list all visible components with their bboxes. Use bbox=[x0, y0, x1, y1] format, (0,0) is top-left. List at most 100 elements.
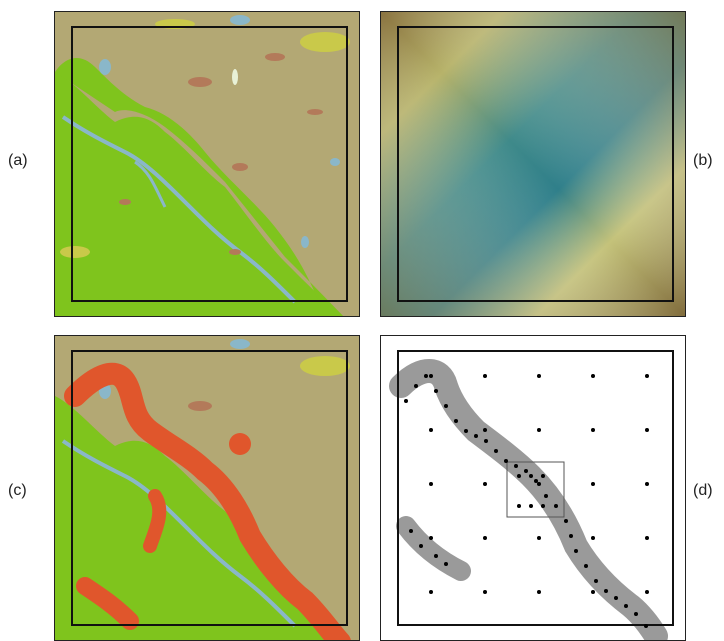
lake-1 bbox=[230, 339, 250, 349]
elevation-map bbox=[381, 12, 685, 316]
sample-dot bbox=[419, 544, 423, 548]
patch-6 bbox=[307, 109, 323, 115]
sample-dot bbox=[424, 374, 428, 378]
sample-dot bbox=[504, 459, 508, 463]
sample-dot bbox=[634, 612, 638, 616]
landcover-map-panel bbox=[54, 11, 360, 317]
patch-yellow-1 bbox=[300, 32, 350, 52]
buffer-map bbox=[55, 336, 359, 640]
patch-4 bbox=[119, 199, 131, 205]
sample-dot bbox=[544, 494, 548, 498]
sample-region-main bbox=[389, 359, 668, 640]
sample-region-secondary bbox=[396, 516, 471, 581]
study-area-frame bbox=[397, 350, 674, 626]
sample-dot bbox=[529, 504, 533, 508]
patch-1 bbox=[188, 401, 212, 411]
patch-3 bbox=[232, 163, 248, 171]
sample-dot bbox=[429, 590, 433, 594]
patch-yellow-1 bbox=[300, 356, 350, 376]
sample-dot bbox=[594, 579, 598, 583]
sample-dot bbox=[624, 604, 628, 608]
sample-dot bbox=[534, 479, 538, 483]
sample-dot bbox=[537, 374, 541, 378]
sample-grid-panel bbox=[380, 335, 686, 641]
study-area-frame bbox=[71, 350, 348, 626]
sample-dot bbox=[454, 419, 458, 423]
sample-dot bbox=[494, 449, 498, 453]
sample-dot bbox=[409, 529, 413, 533]
sample-dot bbox=[604, 589, 608, 593]
sample-dot bbox=[483, 374, 487, 378]
sample-dot bbox=[483, 482, 487, 486]
sample-dot bbox=[537, 590, 541, 594]
sample-dot bbox=[564, 519, 568, 523]
sample-dot bbox=[644, 624, 648, 628]
sample-dots bbox=[404, 374, 649, 628]
sample-dot bbox=[614, 596, 618, 600]
sample-dot bbox=[414, 384, 418, 388]
landcover-map bbox=[55, 12, 359, 316]
elevation-map-panel bbox=[380, 11, 686, 317]
sample-dot bbox=[645, 590, 649, 594]
sample-dot bbox=[444, 404, 448, 408]
sample-dot bbox=[591, 590, 595, 594]
buffer-band bbox=[64, 362, 351, 640]
sample-dot bbox=[591, 428, 595, 432]
sample-dot bbox=[429, 374, 433, 378]
sample-dot bbox=[434, 389, 438, 393]
sample-dot bbox=[483, 590, 487, 594]
elevation-shading bbox=[381, 12, 685, 316]
sample-dot bbox=[541, 504, 545, 508]
sample-dot bbox=[569, 534, 573, 538]
buffer-band-2 bbox=[143, 489, 167, 553]
sample-dot bbox=[584, 564, 588, 568]
sample-dot bbox=[484, 439, 488, 443]
sample-dot bbox=[464, 429, 468, 433]
sample-dot bbox=[444, 562, 448, 566]
sample-dot bbox=[483, 428, 487, 432]
lake-3 bbox=[330, 158, 340, 166]
lake-2 bbox=[99, 59, 111, 75]
sample-dot bbox=[645, 374, 649, 378]
detail-inset-frame bbox=[506, 461, 565, 518]
sample-dot bbox=[483, 536, 487, 540]
sample-dot bbox=[645, 428, 649, 432]
buffer-map-panel bbox=[54, 335, 360, 641]
sample-dot bbox=[434, 554, 438, 558]
sample-dot bbox=[537, 428, 541, 432]
river bbox=[61, 439, 297, 628]
sample-dot bbox=[645, 536, 649, 540]
sample-dot bbox=[517, 474, 521, 478]
river-branch bbox=[134, 160, 167, 208]
sample-dot bbox=[591, 482, 595, 486]
sample-dot bbox=[541, 474, 545, 478]
sample-dot bbox=[591, 374, 595, 378]
sample-dot bbox=[574, 549, 578, 553]
patch-5 bbox=[229, 249, 241, 255]
sample-dot bbox=[537, 536, 541, 540]
sample-dot bbox=[537, 482, 541, 486]
sample-dot bbox=[474, 434, 478, 438]
sample-dot bbox=[591, 536, 595, 540]
forest-region bbox=[55, 72, 343, 316]
sample-dot bbox=[404, 399, 408, 403]
patch-light bbox=[232, 69, 238, 85]
sample-dot bbox=[529, 474, 533, 478]
panel-label-d: (d) bbox=[693, 482, 713, 499]
study-area-frame bbox=[397, 26, 674, 302]
sample-dot bbox=[514, 464, 518, 468]
lake-4 bbox=[301, 236, 309, 248]
lake-1 bbox=[230, 15, 250, 25]
forest-region-2 bbox=[55, 58, 344, 316]
study-area-frame bbox=[71, 26, 348, 302]
panel-label-b: (b) bbox=[693, 152, 713, 169]
sample-dot bbox=[429, 482, 433, 486]
buffer-blob bbox=[229, 433, 251, 455]
sample-dot bbox=[554, 504, 558, 508]
patch-yellow-3 bbox=[60, 246, 90, 258]
panel-label-a: (a) bbox=[8, 152, 28, 169]
sample-dot bbox=[429, 536, 433, 540]
panel-label-c: (c) bbox=[8, 482, 27, 499]
sample-dot bbox=[517, 504, 521, 508]
sample-dot bbox=[645, 482, 649, 486]
